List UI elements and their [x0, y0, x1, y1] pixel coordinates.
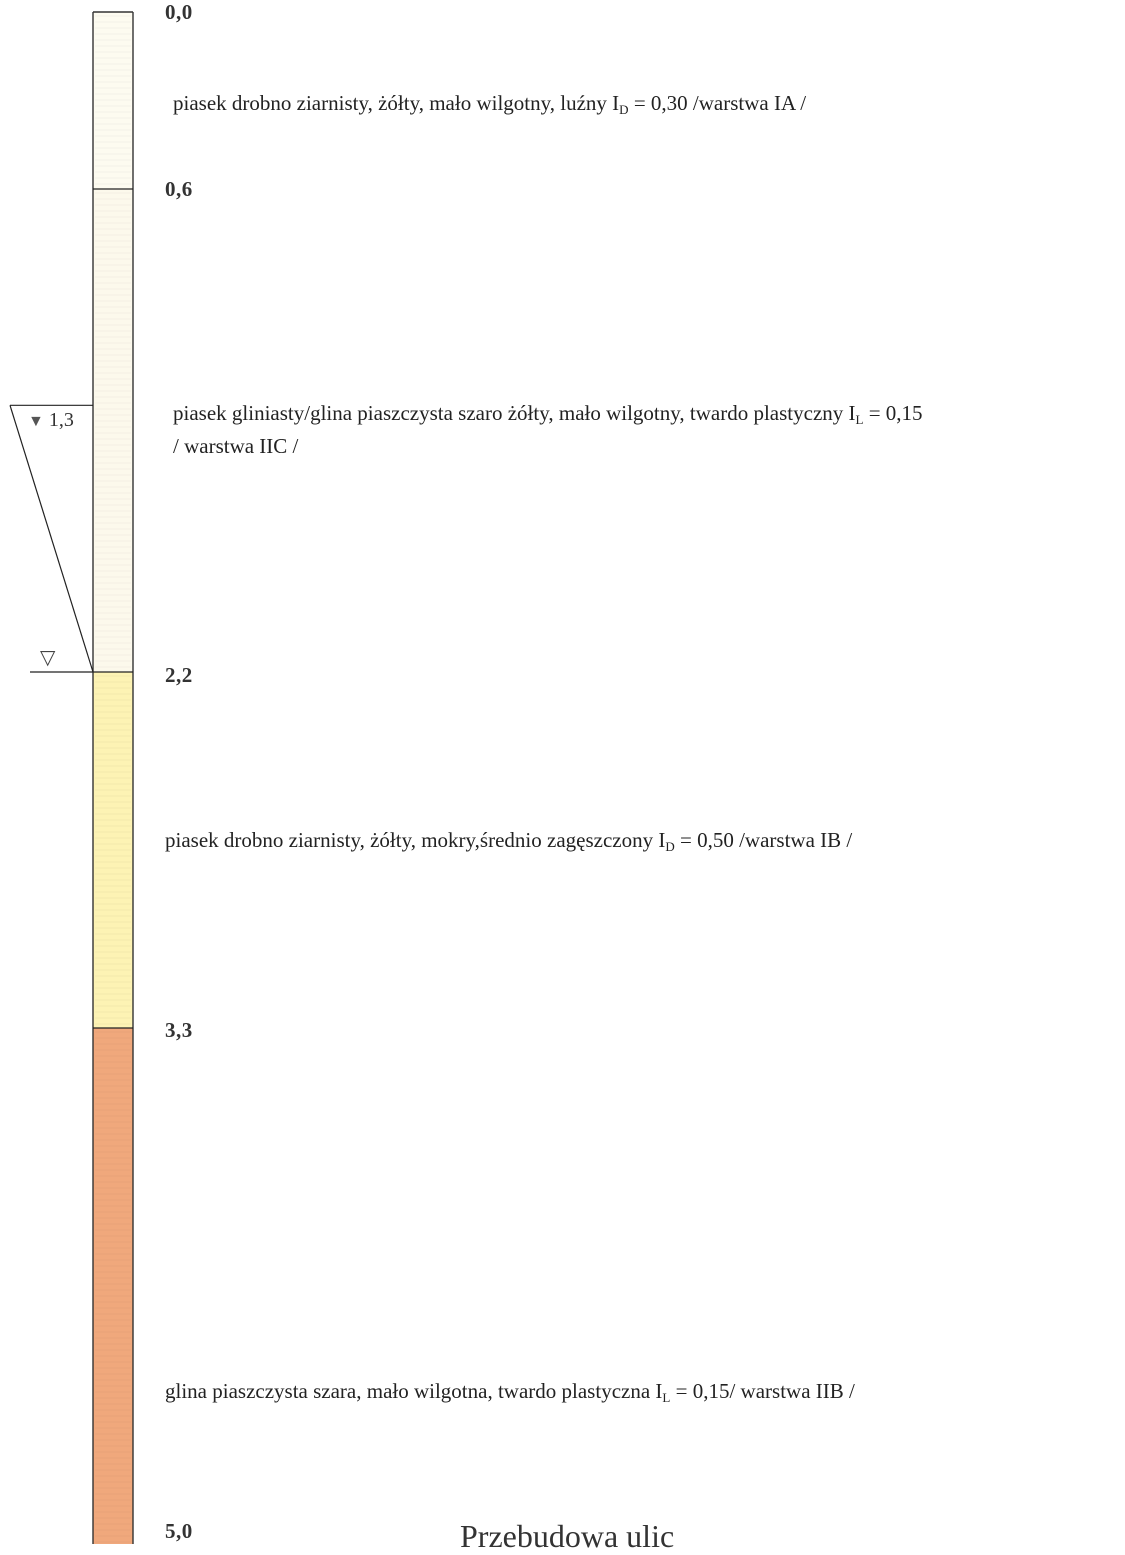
water-level-first-label: ▼ 1,3: [28, 409, 74, 432]
soil-layer-fill: [93, 12, 133, 189]
layer-text: piasek drobno ziarnisty, żółty, mokry,śr…: [165, 828, 666, 852]
index-subscript: D: [665, 839, 675, 854]
layer-text: glina piaszczysta szara, mało wilgotna, …: [165, 1379, 663, 1403]
layer-text-end: = 0,15/ warstwa IIB /: [670, 1379, 855, 1403]
filled-triangle-icon: ▼: [28, 413, 44, 430]
layer-text-end: = 0,50 /warstwa IB /: [674, 828, 853, 852]
index-subscript: L: [855, 412, 864, 427]
water-level-sloped-line: [9, 405, 94, 673]
soil-layer-fill: [93, 672, 133, 1028]
index-subscript: D: [619, 102, 629, 117]
water-level-markers: [9, 404, 94, 673]
layer-text: piasek gliniasty/glina piaszczysta szaro…: [173, 401, 856, 425]
depth-label-3-3: 3,3: [165, 1018, 193, 1042]
layer-boundaries: [93, 188, 133, 1029]
soil-layer-fill: [93, 1028, 133, 1544]
depth-label-0-0: 0,0: [165, 0, 193, 24]
project-title: Przebudowa ulic: [460, 1518, 675, 1554]
depth-label-5-0: 5,0: [165, 1519, 193, 1543]
layer-description-iic: piasek gliniasty/glina piaszczysta szaro…: [173, 400, 923, 460]
soil-column: [92, 11, 134, 1544]
layer-text-end: = 0,15: [863, 401, 923, 425]
open-triangle-icon: ▽: [40, 647, 56, 669]
depth-label-2-2: 2,2: [165, 663, 193, 687]
depth-label-0-6: 0,6: [165, 177, 193, 201]
water-level-depth: 1,3: [48, 409, 74, 431]
layer-description-ib: piasek drobno ziarnisty, żółty, mokry,śr…: [165, 827, 852, 860]
layer-text-line2: / warstwa IIC /: [173, 434, 299, 458]
layer-text: piasek drobno ziarnisty, żółty, mało wil…: [173, 91, 620, 115]
layer-text-end: = 0,30 /warstwa IA /: [628, 91, 807, 115]
soil-layer-fill: [93, 189, 133, 672]
index-subscript: L: [662, 1390, 671, 1405]
layer-description-iib: glina piaszczysta szara, mało wilgotna, …: [165, 1378, 855, 1411]
layer-description-ia: piasek drobno ziarnisty, żółty, mało wil…: [173, 90, 806, 123]
